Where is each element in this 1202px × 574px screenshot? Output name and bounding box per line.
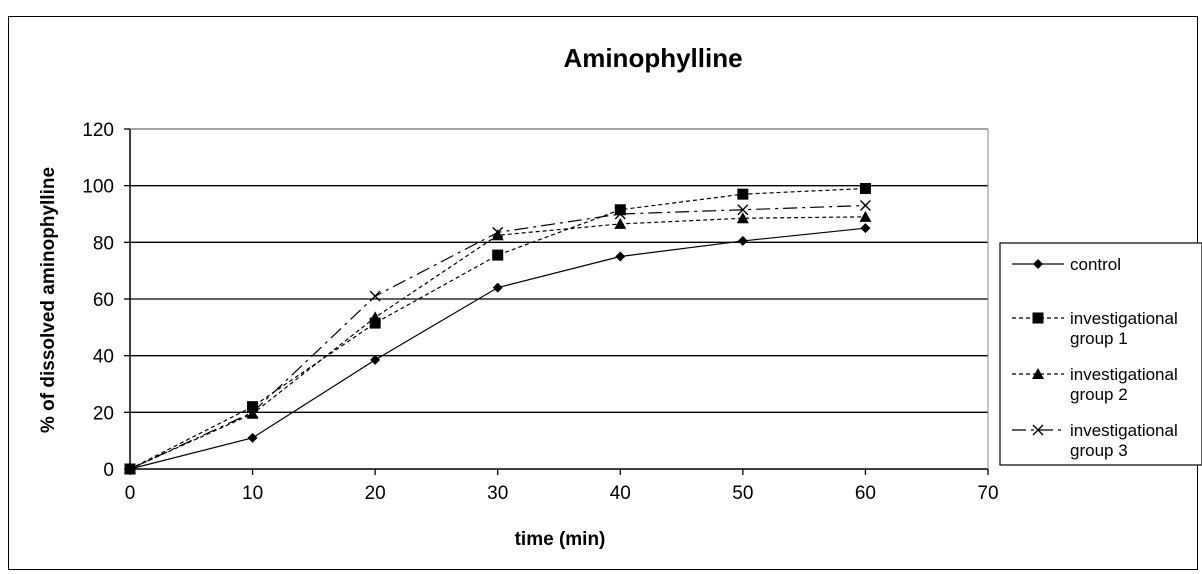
legend-label: group 2 [1070, 385, 1128, 404]
data-point [247, 406, 259, 418]
legend-box [999, 242, 1202, 466]
data-point [737, 204, 749, 216]
legend-swatch-marker [1032, 368, 1044, 379]
data-point [369, 317, 381, 329]
data-point [492, 226, 504, 238]
y-tick-labels: 0 20 40 60 80 100 120 [82, 120, 114, 481]
data-point [614, 208, 626, 220]
x-tick-label: 50 [732, 483, 753, 504]
series-3 [124, 200, 871, 475]
data-point [247, 432, 258, 443]
y-tick-label: 120 [82, 120, 114, 141]
x-tick-label: 40 [610, 483, 631, 504]
data-point [491, 229, 504, 241]
legend-swatch-marker [1032, 424, 1044, 436]
x-tick-labels: 0 10 20 30 40 50 60 70 [125, 483, 999, 504]
data-point [247, 401, 259, 413]
data-point [124, 463, 136, 475]
data-point [859, 210, 872, 222]
x-marker-stroke [492, 226, 504, 238]
data-point [859, 183, 871, 194]
chart-title: Aminophylline [563, 43, 742, 73]
data-point [614, 204, 626, 216]
x-tick-label: 10 [242, 483, 263, 504]
legend-entry-0: control [1012, 255, 1121, 274]
y-tick-label: 20 [93, 403, 114, 424]
axes [124, 128, 989, 475]
x-marker-stroke [859, 200, 871, 211]
y-tick-label: 60 [93, 290, 114, 311]
series-line-3 [129, 204, 866, 470]
x-tick-label: 70 [977, 483, 998, 504]
data-point [615, 251, 626, 262]
y-tick-label: 0 [103, 460, 114, 481]
legend-label: control [1070, 255, 1121, 274]
legend-label: group 1 [1070, 329, 1128, 348]
x-marker-stroke [124, 463, 136, 475]
y-tick-label: 100 [82, 177, 114, 198]
x-tick-label: 20 [365, 483, 386, 504]
x-marker-stroke [369, 290, 381, 302]
data-point [492, 282, 503, 293]
y-tick-label: 80 [93, 233, 114, 254]
x-tick-label: 30 [487, 483, 508, 504]
data-point [614, 217, 627, 229]
x-marker-stroke [1032, 424, 1044, 436]
x-marker-stroke [737, 204, 749, 216]
series-line-0 [129, 227, 866, 470]
x-tick-label: 0 [125, 483, 136, 504]
legend-label: group 3 [1070, 441, 1128, 460]
x-tick-label: 60 [855, 483, 876, 504]
y-axis-label: % of dissolved aminophylline [38, 167, 59, 433]
series-0 [125, 223, 871, 474]
x-marker-stroke [247, 406, 259, 418]
data-point [737, 235, 748, 246]
y-tick-label: 40 [93, 347, 114, 368]
data-point [736, 212, 749, 224]
data-point [859, 200, 871, 211]
series-layer [124, 183, 872, 475]
data-point [370, 354, 381, 365]
legend-label: investigational [1070, 365, 1178, 384]
legend-label: investigational [1070, 309, 1178, 328]
data-point [860, 223, 871, 234]
data-point [369, 311, 382, 323]
legend-swatch-marker [1032, 312, 1044, 324]
data-point [737, 188, 749, 200]
legend-label: investigational [1070, 421, 1178, 440]
legend-swatch-marker [1033, 259, 1043, 269]
data-point [492, 249, 504, 261]
x-marker-stroke [614, 208, 626, 220]
grid-lines [130, 128, 988, 413]
series-1 [124, 183, 871, 475]
data-point [369, 290, 381, 302]
x-axis-label: time (min) [515, 529, 606, 550]
